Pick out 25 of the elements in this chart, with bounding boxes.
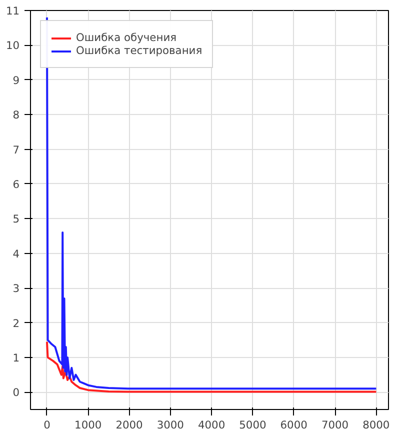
x-tick-label: 5000	[239, 418, 266, 432]
x-tick-label: 1000	[74, 418, 102, 432]
y-tick-label: 1	[12, 351, 20, 364]
y-tick-label: 8	[12, 108, 20, 122]
x-tick-label: 0	[44, 418, 51, 432]
y-tick-label: 6	[12, 178, 20, 191]
line-series	[46, 16, 378, 390]
x-tick-label: 3000	[156, 418, 184, 432]
y-tick-label: 0	[12, 386, 20, 400]
y-tick-label: 3	[12, 282, 20, 296]
x-tick-label: 2000	[116, 418, 144, 432]
legend-label: Ошибка обучения	[76, 31, 177, 44]
x-tick-label: 7000	[321, 418, 349, 432]
y-tick-label: 11	[6, 4, 20, 18]
y-tick-label: 9	[12, 74, 20, 87]
y-tick-label: 4	[12, 247, 20, 260]
x-tick-label: 4000	[198, 418, 226, 432]
line-series	[46, 340, 378, 393]
y-tick-label: 5	[12, 212, 20, 226]
x-tick-label: 6000	[280, 418, 308, 432]
y-tick-label: 7	[12, 143, 20, 156]
legend-label: Ошибка тестирования	[76, 44, 202, 57]
y-tick-label: 2	[12, 316, 20, 330]
x-tick-label: 8000	[362, 418, 390, 432]
y-tick-label: 10	[6, 39, 20, 52]
